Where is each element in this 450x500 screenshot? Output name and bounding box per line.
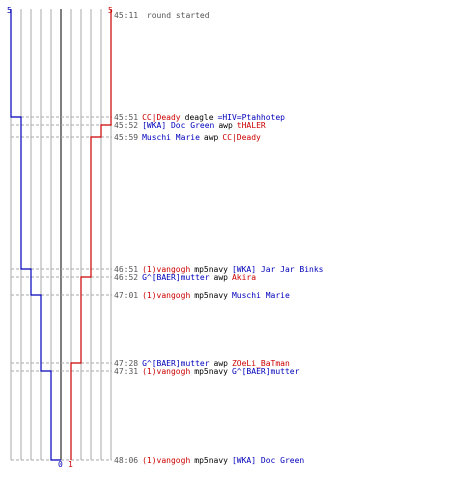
- event-weapon: awp: [214, 273, 229, 282]
- event-victim: =HIV=Ptahhotep: [218, 113, 286, 122]
- event-killer: (1)vangogh: [142, 456, 190, 465]
- team-series: [10, 9, 112, 461]
- event-row: 45:52 [WKA] Doc Green awp tHALER: [114, 121, 266, 130]
- event-row: 46:51 (1)vangogh mp5navy [WKA] Jar Jar Bink…: [114, 265, 324, 274]
- event-row: 45:51 CC|Deady deagle =HIV=Ptahhotep: [114, 113, 285, 122]
- event-killer: CC|Deady: [142, 113, 181, 122]
- event-killer: (1)vangogh: [142, 367, 190, 376]
- event-time: 45:51: [114, 113, 138, 122]
- event-killer: (1)vangogh: [142, 265, 190, 274]
- event-killer: G^[BAER]mutter: [142, 359, 210, 368]
- axis-tick-labels: 5 5 0 1: [7, 6, 113, 469]
- blue-top-tick: 5: [7, 6, 12, 15]
- event-time: 47:01: [114, 291, 138, 300]
- event-time: 46:51: [114, 265, 138, 274]
- event-weapon: awp: [218, 121, 233, 130]
- event-log: 45:11 round started 45:51 CC|Deady deagle =…: [114, 11, 324, 465]
- event-killer: (1)vangogh: [142, 291, 190, 300]
- event-weapon: mp5navy: [194, 291, 228, 300]
- red-bottom-tick: 1: [68, 460, 73, 469]
- event-weapon: awp: [214, 359, 229, 368]
- event-time: 45:52: [114, 121, 138, 130]
- event-row: 48:06 (1)vangogh mp5navy [WKA] Doc Green: [114, 456, 304, 465]
- event-victim: Akira: [232, 273, 256, 282]
- event-row: 46:52 G^[BAER]mutter awp Akira: [114, 273, 256, 282]
- event-victim: ZOeLi_BaTman: [232, 359, 290, 368]
- event-killer: [WKA] Doc Green: [142, 121, 214, 130]
- event-victim: G^[BAER]mutter: [232, 367, 300, 376]
- event-victim: tHALER: [237, 121, 266, 130]
- blue-team-line: [10, 9, 61, 461]
- event-victim: [WKA] Jar Jar Binks: [232, 265, 324, 274]
- event-time: 48:06: [114, 456, 138, 465]
- event-time: 46:52: [114, 273, 138, 282]
- event-killer: Muschi Marie: [142, 133, 200, 142]
- start-event: 45:11 round started: [114, 11, 210, 20]
- event-victim: Muschi Marie: [232, 291, 290, 300]
- event-weapon: mp5navy: [194, 367, 228, 376]
- event-row: 47:01 (1)vangogh mp5navy Muschi Marie: [114, 291, 290, 300]
- event-time: 45:59: [114, 133, 138, 142]
- event-weapon: awp: [204, 133, 219, 142]
- event-weapon: deagle: [185, 113, 214, 122]
- start-event-time: 45:11: [114, 11, 138, 20]
- start-event-text: round started: [147, 11, 210, 20]
- red-team-line: [70, 9, 112, 460]
- event-victim: CC|Deady: [222, 133, 261, 142]
- event-weapon: mp5navy: [194, 265, 228, 274]
- blue-bottom-tick: 0: [58, 460, 63, 469]
- event-time: 47:31: [114, 367, 138, 376]
- red-top-tick: 5: [108, 6, 113, 15]
- event-time: 47:28: [114, 359, 138, 368]
- event-row: 47:28 G^[BAER]mutter awp ZOeLi_BaTman: [114, 359, 290, 368]
- event-row: 47:31 (1)vangogh mp5navy G^[BAER]mutter: [114, 367, 300, 376]
- event-victim: [WKA] Doc Green: [232, 456, 304, 465]
- event-killer: G^[BAER]mutter: [142, 273, 210, 282]
- grid-lines: [10, 9, 112, 460]
- event-weapon: mp5navy: [194, 456, 228, 465]
- event-row: 45:59 Muschi Marie awp CC|Deady: [114, 133, 261, 142]
